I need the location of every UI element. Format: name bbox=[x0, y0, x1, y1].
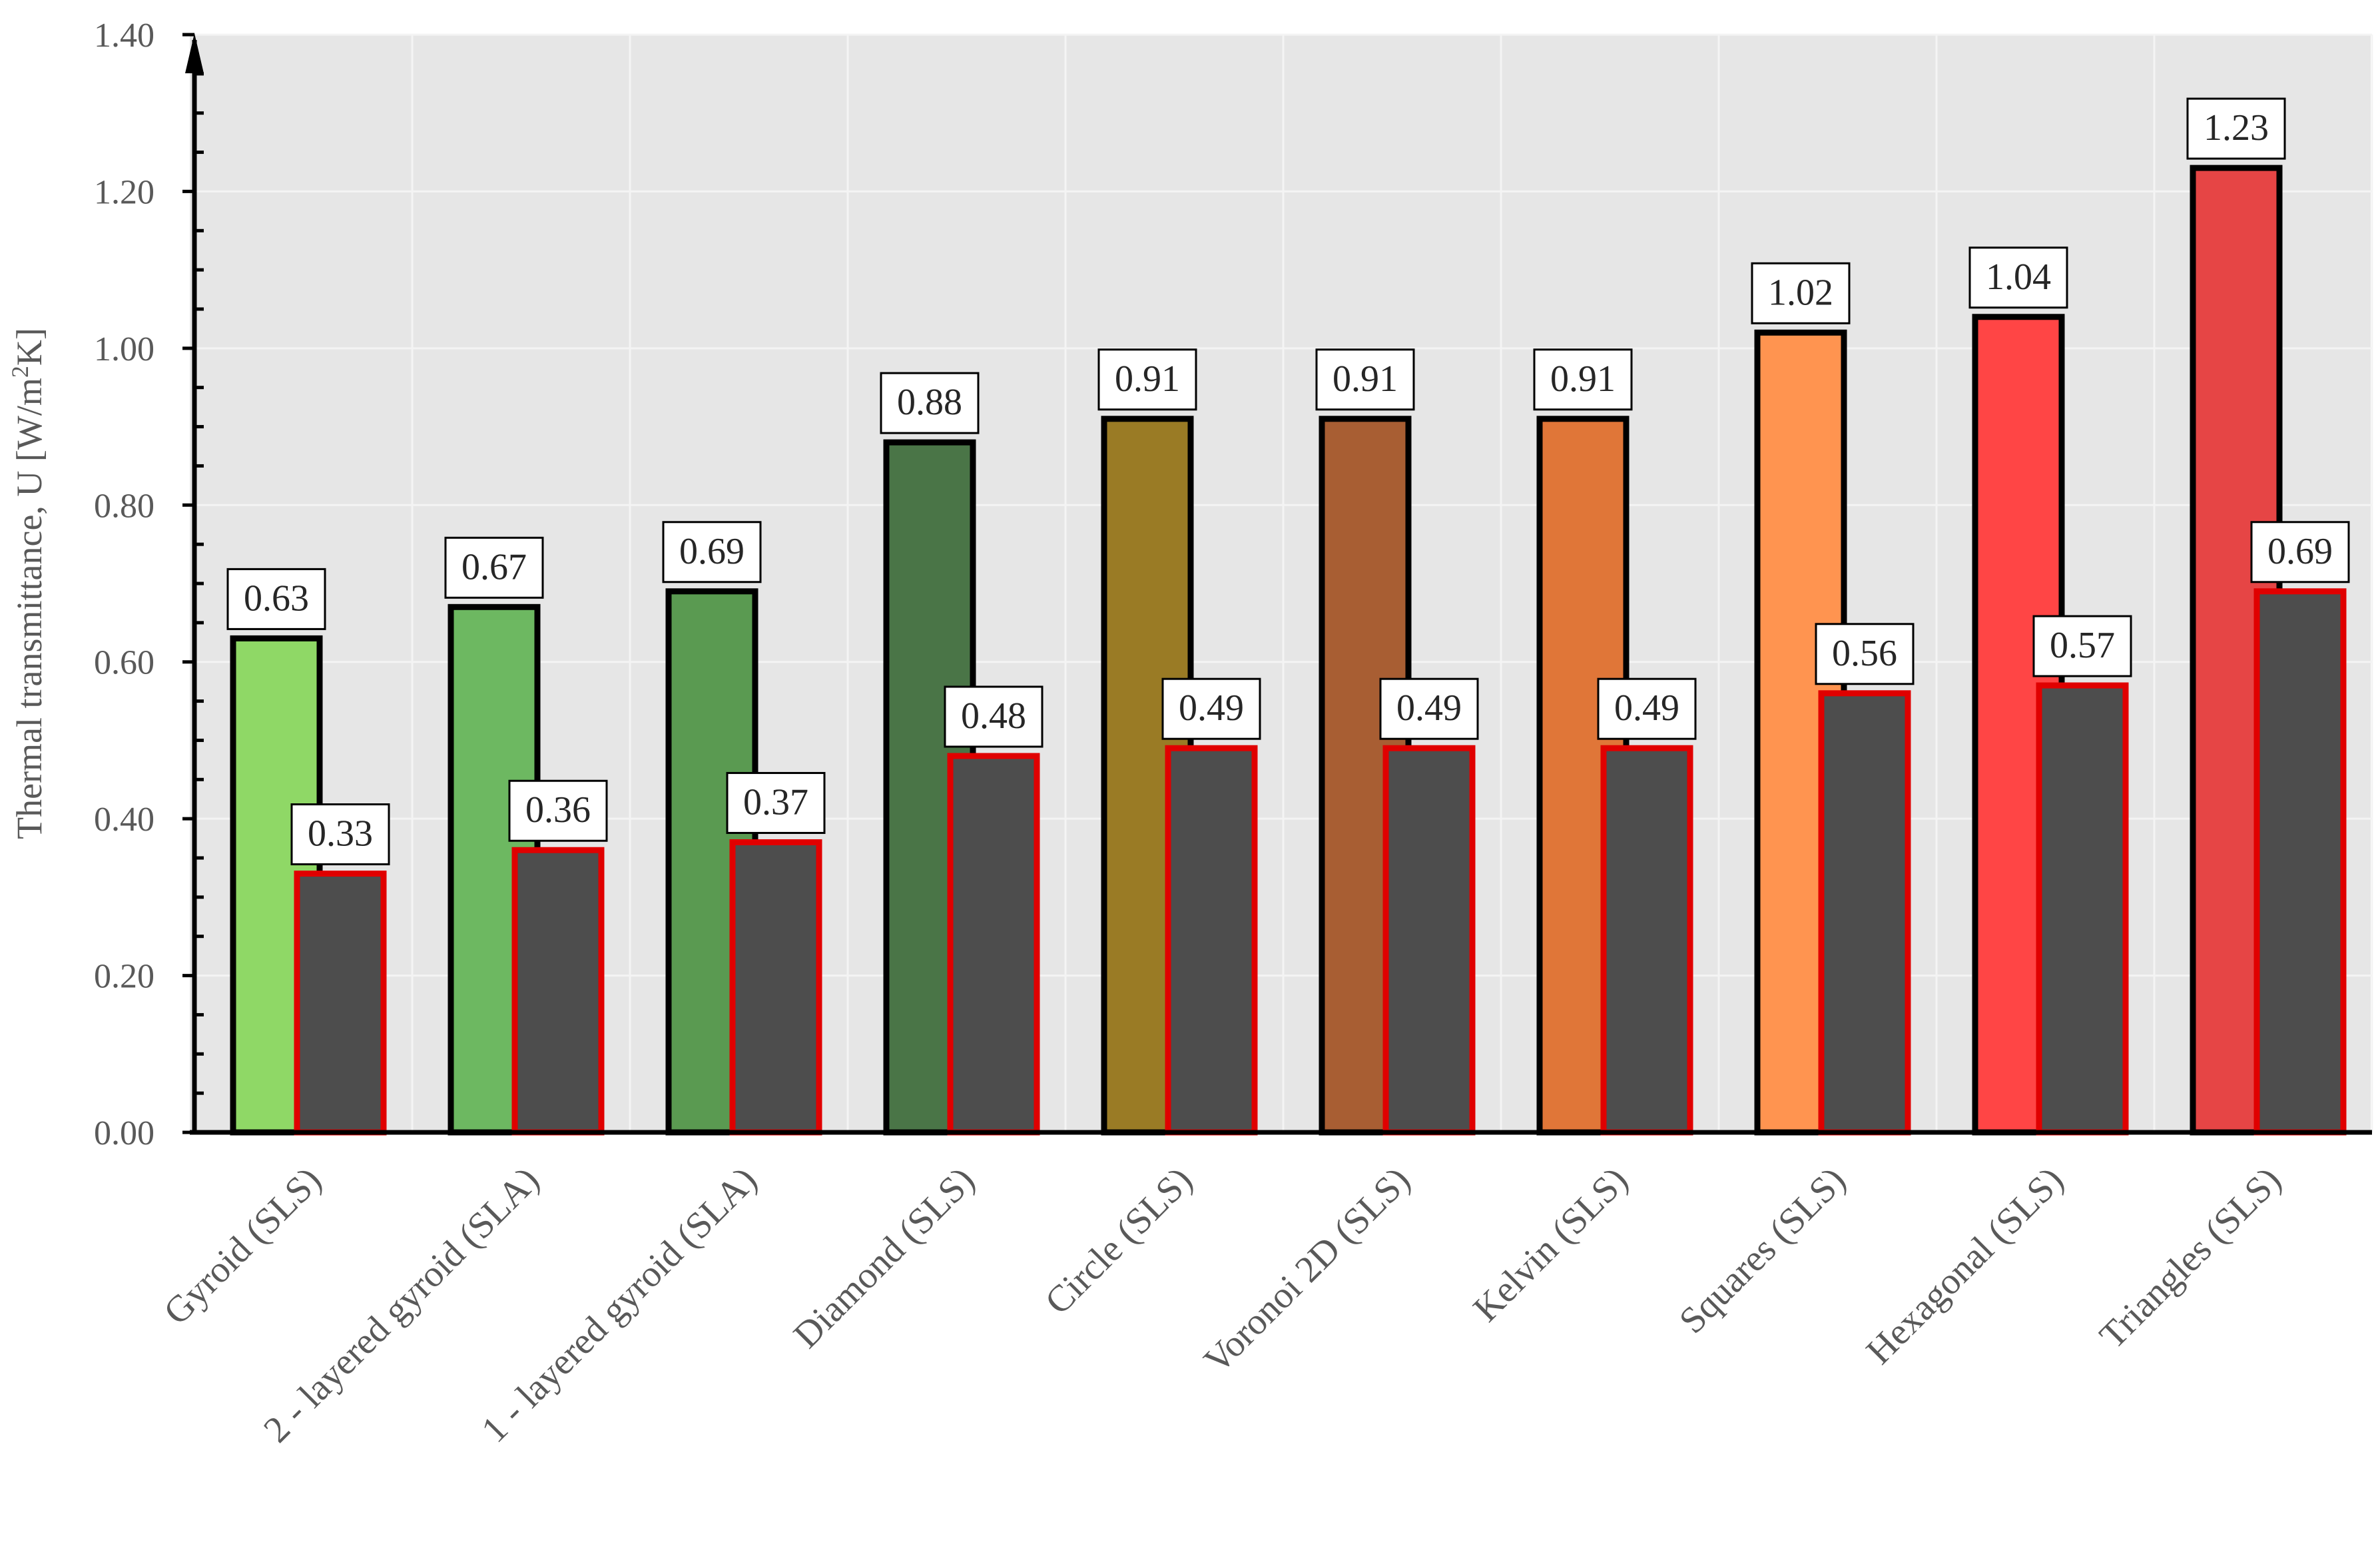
bars bbox=[230, 165, 2347, 1136]
data-label-series2-box bbox=[726, 771, 826, 834]
data-label-series2-box bbox=[1597, 677, 1697, 740]
data-label-series1-box bbox=[1751, 262, 1851, 324]
y-tick-label: 0.40 bbox=[94, 801, 154, 839]
y-axis-arrow-icon bbox=[185, 33, 204, 73]
y-tick-label: 0.60 bbox=[94, 644, 154, 682]
y-tick-label: 1.40 bbox=[94, 17, 154, 55]
data-label-series2-box bbox=[1379, 677, 1479, 740]
data-label-series1: 1.23 bbox=[2204, 107, 2269, 149]
bar-series2 bbox=[1600, 745, 1693, 1136]
data-label-series2: 0.57 bbox=[2050, 625, 2115, 666]
y-axis-title-main: Thermal transmittance, U [W/m bbox=[9, 378, 49, 839]
data-label-series1-box bbox=[444, 536, 544, 599]
data-label-series1: 0.91 bbox=[1333, 358, 1398, 400]
data-label-series1-box bbox=[1968, 246, 2068, 309]
data-label-series1-box bbox=[662, 521, 762, 584]
data-label-series1: 0.67 bbox=[461, 546, 527, 588]
bar-series2 bbox=[947, 753, 1040, 1136]
y-tick-label: 0.20 bbox=[94, 958, 154, 996]
category-label: Triangles (SLS) bbox=[2092, 1159, 2289, 1356]
bar-series2 bbox=[1818, 690, 1911, 1136]
data-label-series1: 0.91 bbox=[1550, 358, 1616, 400]
category-labels: Gyroid (SLS)2 - layered gyroid (SLA)1 - … bbox=[156, 1159, 2289, 1451]
category-label: Hexagonal (SLS) bbox=[1859, 1159, 2072, 1372]
data-label-series1: 0.63 bbox=[244, 578, 309, 619]
category-label: Squares (SLS) bbox=[1671, 1159, 1854, 1342]
data-label-series1-box bbox=[1533, 348, 1633, 411]
y-tick-label: 0.80 bbox=[94, 487, 154, 525]
data-label-series1: 0.91 bbox=[1115, 358, 1180, 400]
data-label-series2-box bbox=[1161, 677, 1261, 740]
data-label-series2-box bbox=[2032, 615, 2132, 677]
data-label-series2: 0.69 bbox=[2267, 531, 2333, 572]
category-label: Gyroid (SLS) bbox=[156, 1159, 330, 1333]
data-label-series1: 1.02 bbox=[1768, 272, 1833, 313]
data-label-series2: 0.49 bbox=[1614, 687, 1679, 729]
data-label-series2-box bbox=[1815, 623, 1915, 685]
data-label-series2-box bbox=[508, 779, 608, 842]
data-label-series2: 0.33 bbox=[308, 813, 373, 855]
bar-series2 bbox=[729, 839, 822, 1136]
data-label-series2: 0.36 bbox=[525, 789, 591, 831]
bar-series2 bbox=[2253, 588, 2347, 1136]
gridlines bbox=[194, 33, 2373, 1132]
data-label-series1-box bbox=[880, 372, 980, 434]
y-tick-labels: 0.00 0.20 0.40 0.60 0.80 1.00 1.20 1.40 bbox=[94, 17, 154, 1152]
data-label-series1-box bbox=[226, 568, 326, 630]
y-tick-label: 0.00 bbox=[94, 1114, 154, 1152]
data-label-series1-box bbox=[2186, 97, 2286, 160]
y-tick-label: 1.00 bbox=[94, 330, 154, 368]
category-label: Circle (SLS) bbox=[1038, 1159, 1201, 1322]
data-label-series2: 0.56 bbox=[1832, 633, 1897, 674]
category-label: Voronoi 2D (SLS) bbox=[1196, 1159, 1418, 1381]
data-label-series1-box bbox=[1315, 348, 1415, 411]
data-label-series2: 0.37 bbox=[743, 781, 808, 823]
data-label-series1: 1.04 bbox=[1986, 256, 2051, 298]
y-axis-title-end: K] bbox=[9, 328, 49, 366]
bar-series2 bbox=[511, 847, 605, 1136]
data-label-series2: 0.49 bbox=[1179, 687, 1244, 729]
y-axis-title: Thermal transmittance, U [W/m2K] bbox=[7, 328, 49, 839]
category-label: Kelvin (SLS) bbox=[1466, 1159, 1636, 1330]
bar-series2 bbox=[1382, 745, 1476, 1136]
category-label: Diamond (SLS) bbox=[786, 1159, 983, 1356]
data-label-series2-box bbox=[290, 803, 390, 866]
y-axis-title-sup: 2 bbox=[7, 366, 33, 378]
data-label-series2-box bbox=[944, 685, 1043, 748]
axes bbox=[185, 33, 2372, 1135]
data-label-series2: 0.48 bbox=[961, 695, 1026, 737]
bar-series2 bbox=[1165, 745, 1258, 1136]
data-label-series2-box bbox=[2250, 521, 2350, 584]
bar-series2 bbox=[294, 871, 387, 1136]
data-label-series1: 0.88 bbox=[897, 382, 962, 423]
data-label-series1-box bbox=[1097, 348, 1197, 411]
data-label-series2: 0.49 bbox=[1396, 687, 1462, 729]
data-label-series1: 0.69 bbox=[679, 531, 744, 572]
y-tick-label: 1.20 bbox=[94, 173, 154, 211]
bar-series2 bbox=[2036, 682, 2129, 1136]
data-labels: 0.63 0.33 0.67 0.36 0.69 0.37 0.88 0.48 0.91 0.49… bbox=[226, 97, 2350, 866]
